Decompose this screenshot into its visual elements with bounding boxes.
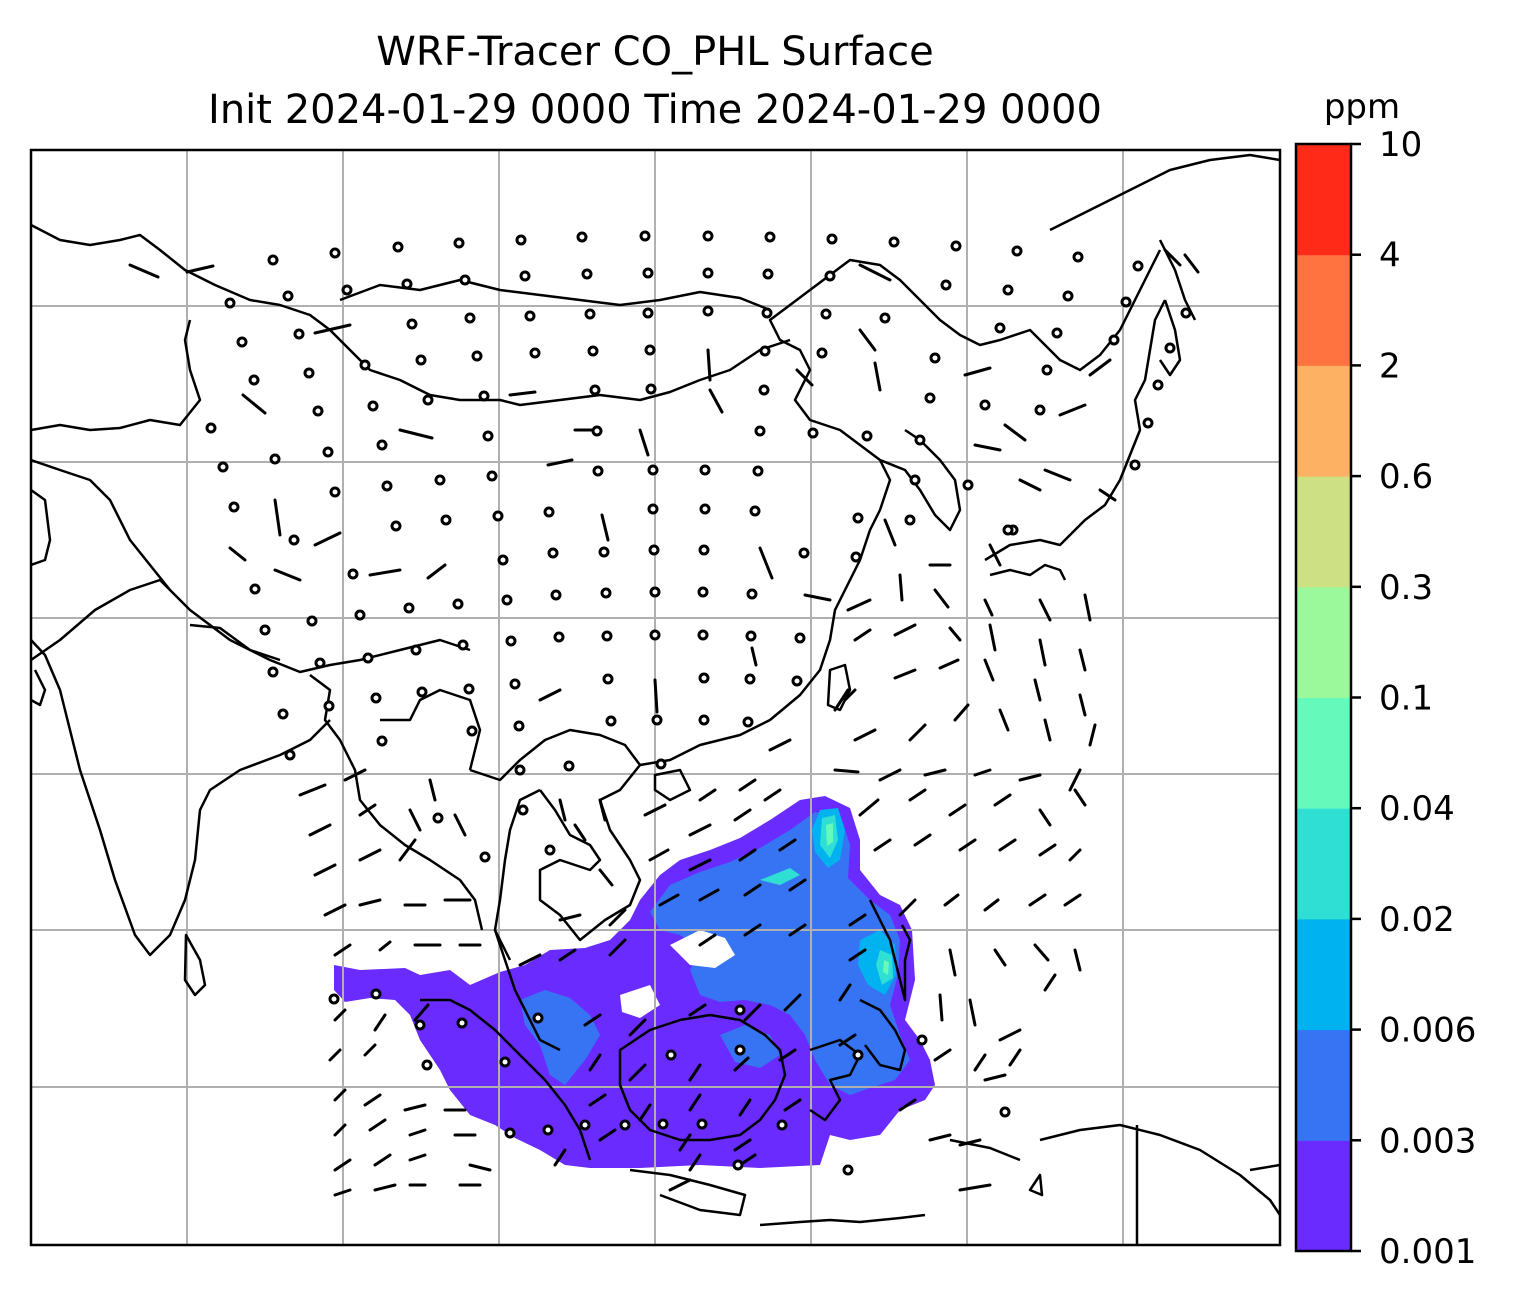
plume-level-0006 bbox=[812, 808, 896, 995]
map-panel bbox=[29, 148, 1282, 1247]
colorbar-band bbox=[1296, 254, 1351, 366]
colorbar-unit-label: ppm bbox=[1324, 87, 1400, 127]
calm-markers bbox=[205, 230, 1192, 1176]
colorbar-tick-label: 0.04 bbox=[1379, 789, 1455, 829]
colorbar-band bbox=[1296, 808, 1351, 920]
colorbar-tick-label: 0.001 bbox=[1379, 1232, 1476, 1272]
colorbar-band bbox=[1296, 1029, 1351, 1141]
map-title-line1: WRF-Tracer CO_PHL Surface bbox=[376, 29, 934, 75]
plume-gap bbox=[620, 930, 735, 1018]
colorbar-tick-label: 0.1 bbox=[1379, 679, 1433, 719]
colorbar: 0.001 0.003 0.006 0.02 0.04 0.1 0.3 0.6 2 4 10 ppm bbox=[1294, 87, 1476, 1272]
map-frame bbox=[29, 148, 1282, 1247]
colorbar-band bbox=[1296, 1140, 1351, 1252]
colorbar-tick-label: 0.003 bbox=[1379, 1121, 1476, 1161]
colorbar-tick-label: 0.006 bbox=[1379, 1011, 1476, 1051]
colorbar-tick-label: 0.02 bbox=[1379, 900, 1455, 940]
colorbar-band bbox=[1296, 697, 1351, 809]
colorbar-tick-label: 0.6 bbox=[1379, 457, 1433, 497]
wind-barbs bbox=[128, 248, 1200, 1197]
plume-level-002 bbox=[760, 815, 893, 985]
colorbar-tick-label: 2 bbox=[1379, 346, 1401, 386]
colorbar-band bbox=[1296, 365, 1351, 477]
colorbar-tick-label: 10 bbox=[1379, 125, 1422, 165]
colorbar-band bbox=[1296, 918, 1351, 1031]
colorbar-band bbox=[1296, 586, 1351, 698]
colorbar-tick-label: 0.3 bbox=[1379, 568, 1433, 608]
map-title-line2: Init 2024-01-29 0000 Time 2024-01-29 000… bbox=[208, 87, 1102, 133]
colorbar-band bbox=[1296, 144, 1351, 256]
colorbar-tick-label: 4 bbox=[1379, 236, 1401, 276]
plume-level-004 bbox=[826, 823, 889, 975]
colorbar-band bbox=[1296, 476, 1351, 588]
